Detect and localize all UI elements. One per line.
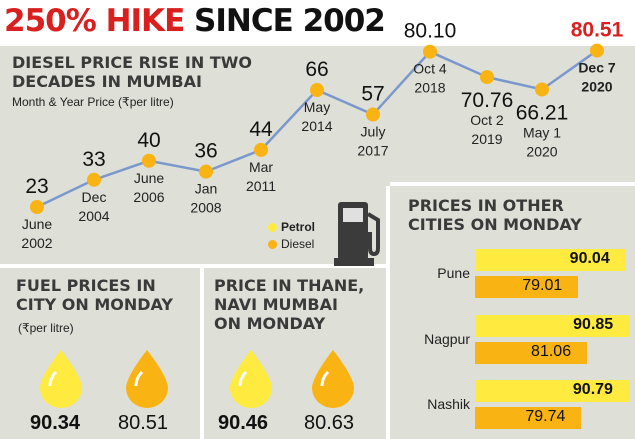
date-label: Dec (82, 189, 107, 205)
diesel-bar (475, 407, 582, 429)
diesel-value-label: 79.74 (525, 408, 566, 425)
thane-title-line2: NAVI MUMBAI (214, 295, 338, 314)
year-label: 2020 (526, 143, 557, 159)
legend: Petrol Diesel (268, 220, 315, 251)
headline: 250% HIKE SINCE 2002 (4, 0, 386, 42)
thane-title-line1: PRICE IN THANE, (214, 276, 365, 295)
diesel-data-point (310, 83, 324, 98)
data-value-label: 70.76 (461, 89, 514, 112)
petrol-bar (475, 249, 626, 271)
line-chart-title-line2: DECADES IN MUMBAI (12, 72, 202, 91)
data-value-label: 33 (82, 148, 105, 171)
thane-diesel-price: 80.63 (304, 412, 355, 434)
fuel-drop-icon (312, 350, 354, 408)
petrol-bar (475, 315, 630, 337)
other-cities-title-line2: CITIES ON MONDAY (408, 215, 582, 234)
city-label: Nashik (427, 396, 470, 412)
line-chart-title: DIESEL PRICE RISE IN TWO DECADES IN MUMB… (12, 53, 252, 91)
fuel-drop-icon (230, 350, 272, 408)
diesel-data-point (590, 43, 604, 58)
data-value-label: 44 (249, 118, 273, 141)
fuel-city-title: FUEL PRICES IN CITY ON MONDAY (16, 276, 173, 314)
year-label: 2018 (414, 80, 445, 96)
data-value-label: 40 (137, 129, 160, 152)
divider (0, 264, 390, 268)
diesel-data-point (30, 200, 44, 214)
diesel-data-point (535, 82, 549, 97)
fuel-city-panel (0, 268, 200, 439)
year-label: 2020 (581, 79, 612, 95)
thane-title-line3: ON MONDAY (214, 314, 326, 333)
date-label: May 1 (523, 124, 561, 140)
fuel-city-title-line2: CITY ON MONDAY (16, 295, 173, 314)
year-label: 2002 (21, 235, 52, 251)
fuel-drop-icon (40, 350, 82, 408)
legend-petrol: Petrol (268, 220, 315, 234)
thane-panel (204, 268, 386, 439)
date-label: June (134, 170, 165, 186)
diesel-data-point (480, 70, 494, 85)
headline-rest: SINCE 2002 (194, 3, 386, 39)
date-label: Oct 4 (413, 61, 447, 77)
year-label: 2014 (301, 118, 332, 134)
date-label: June (22, 216, 53, 232)
divider (200, 268, 204, 439)
city-petrol-price: 90.34 (30, 412, 81, 434)
diesel-bar (475, 276, 579, 298)
petrol-value-label: 90.79 (572, 381, 613, 398)
divider (386, 186, 390, 439)
diesel-data-point (142, 153, 156, 168)
data-value-label: 36 (194, 140, 217, 163)
diesel-data-point (254, 142, 268, 157)
diesel-value-label: 81.06 (531, 343, 572, 360)
line-chart-subtitle: Month & Year Price (₹per litre) (12, 95, 174, 109)
fuel-drop-icon (126, 350, 168, 408)
data-value-label: 66.21 (516, 101, 569, 124)
line-chart-title-line1: DIESEL PRICE RISE IN TWO (12, 53, 252, 72)
thane-title: PRICE IN THANE, NAVI MUMBAI ON MONDAY (214, 276, 364, 333)
date-label: July (361, 124, 386, 140)
thane-petrol-price: 90.46 (218, 412, 269, 434)
petrol-value-label: 90.04 (569, 250, 610, 267)
city-label: Nagpur (424, 331, 470, 347)
petrol-value-label: 90.85 (573, 316, 614, 333)
city-diesel-price: 80.51 (118, 412, 169, 434)
diesel-line-chart: 23 June 2002 33 Dec 2004 40 June 2006 36 Jan 2008 44… (21, 19, 624, 251)
diesel-value-label: 79.01 (522, 277, 563, 294)
year-label: 2008 (190, 200, 221, 216)
diesel-data-point (87, 172, 101, 187)
data-value-label: 80.51 (571, 19, 624, 42)
fuel-pump-icon (334, 202, 380, 266)
data-value-label: 57 (361, 83, 384, 106)
petrol-bar (475, 380, 629, 402)
legend-diesel: Diesel (268, 237, 315, 251)
headline-highlight: 250% HIKE (4, 3, 195, 39)
diesel-data-point (423, 44, 437, 59)
divider (390, 182, 635, 186)
diesel-bar (475, 342, 588, 364)
data-value-label: 23 (25, 175, 48, 198)
date-label: Dec 7 (578, 60, 616, 76)
diesel-dot-icon (268, 240, 277, 250)
date-label: Mar (249, 159, 273, 175)
date-label: Oct 2 (470, 112, 504, 128)
other-cities-title-line1: PRICES IN OTHER (408, 196, 564, 215)
date-label: Jan (195, 181, 218, 197)
data-value-label: 80.10 (404, 20, 457, 43)
fuel-city-title-line1: FUEL PRICES IN (16, 276, 156, 295)
data-value-label: 66 (305, 58, 328, 81)
year-label: 2006 (133, 189, 164, 205)
city-label: Pune (437, 265, 470, 281)
year-label: 2017 (357, 143, 388, 159)
fuel-city-unit: (₹per litre) (18, 321, 74, 335)
other-cities-title: PRICES IN OTHER CITIES ON MONDAY (408, 196, 582, 234)
petrol-dot-icon (268, 223, 277, 233)
date-label: May (304, 99, 330, 115)
year-label: 2011 (246, 178, 276, 194)
diesel-data-point (366, 107, 380, 122)
diesel-data-point (199, 164, 213, 179)
year-label: 2019 (471, 131, 502, 147)
year-label: 2004 (78, 208, 109, 224)
